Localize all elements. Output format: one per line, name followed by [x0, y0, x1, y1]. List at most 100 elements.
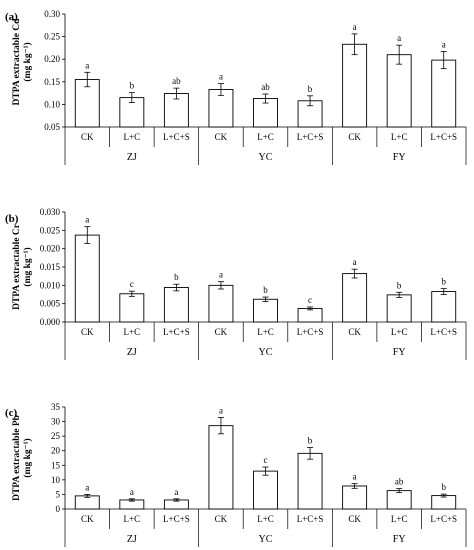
bar — [386, 54, 412, 128]
x-tick-label: L+C+S — [430, 132, 457, 142]
significance-letter: a — [174, 487, 178, 497]
significance-letter: b — [308, 84, 313, 94]
significance-letter: a — [353, 472, 357, 482]
significance-letter: b — [174, 272, 179, 282]
group-label: ZJ — [127, 152, 137, 163]
chart-panel-3: (c)DTPA extractable Pb (mg kg⁻¹) 0 5 10 15 20 2… — [5, 402, 467, 547]
x-tick-label: L+C+S — [430, 514, 457, 524]
bar — [253, 298, 278, 323]
bar — [386, 294, 412, 323]
significance-letter: b — [397, 280, 402, 290]
x-tick-label: CK — [215, 327, 228, 337]
y-axis-label: DTPA extractable Pb — [12, 415, 22, 501]
bar — [163, 287, 189, 323]
y-axis-label: DTPA extractable Cd — [12, 18, 22, 106]
panel-label: (c) — [5, 407, 18, 419]
significance-letter: a — [353, 22, 357, 32]
group-label: YC — [259, 152, 273, 163]
x-tick-label: L+C — [391, 514, 408, 524]
y-axis-title: DTPA extractable Pb (mg kg⁻¹) — [12, 415, 33, 501]
y-tick-label: 20 — [51, 446, 61, 456]
group-label: ZJ — [127, 534, 137, 545]
chart-panel-2: (b)DTPA extractable Cr (mg kg⁻¹) 0.000 0.00… — [5, 207, 467, 360]
y-axis-unit: (mg kg⁻¹) — [22, 42, 33, 81]
y-tick-label: 0.25 — [44, 32, 60, 42]
y-tick-label: 0.05 — [44, 122, 60, 132]
x-tick-label: L+C — [124, 327, 141, 337]
bar — [74, 495, 100, 510]
y-tick-label: 30 — [51, 417, 61, 427]
x-tick-label: CK — [348, 327, 361, 337]
x-tick-label: CK — [348, 514, 361, 524]
bar — [431, 59, 457, 128]
x-tick-label: L+C+S — [163, 327, 190, 337]
bar — [208, 425, 234, 510]
x-tick-label: L+C+S — [163, 132, 190, 142]
significance-letter: b — [263, 285, 268, 295]
x-tick-label: CK — [215, 514, 228, 524]
significance-letter: b — [308, 436, 313, 446]
panel-label: (a) — [5, 11, 18, 23]
bar — [119, 293, 145, 323]
significance-letter: b — [441, 277, 446, 287]
bar — [386, 490, 412, 510]
significance-letter: a — [130, 487, 134, 497]
group-label: FY — [393, 152, 406, 163]
x-tick-label: L+C+S — [297, 132, 324, 142]
y-axis-title: DTPA extractable Cd (mg kg⁻¹) — [12, 18, 33, 106]
y-tick-label: 0.10 — [44, 99, 60, 109]
y-axis-label: DTPA extractable Cr — [12, 223, 22, 310]
significance-letter: c — [264, 455, 268, 465]
bar — [253, 470, 278, 510]
y-tick-label: 0.030 — [40, 207, 61, 217]
x-tick-label: L+C — [124, 132, 141, 142]
significance-letter: a — [219, 270, 223, 280]
x-tick-label: L+C+S — [163, 514, 190, 524]
y-axis-unit: (mg kg⁻¹) — [22, 247, 33, 286]
x-tick-label: L+C — [391, 327, 408, 337]
significance-letter: a — [397, 33, 401, 43]
bar — [431, 291, 457, 323]
significance-letter: b — [130, 81, 135, 91]
significance-letter: ab — [395, 477, 404, 487]
y-tick-label: 0.015 — [40, 262, 61, 272]
bar — [208, 284, 234, 323]
significance-letter: a — [353, 257, 357, 267]
y-tick-label: 0.20 — [44, 54, 60, 64]
y-axis-title: DTPA extractable Cr (mg kg⁻¹) — [12, 223, 33, 310]
significance-letter: ab — [172, 76, 181, 86]
x-tick-label: L+C — [124, 514, 141, 524]
x-tick-label: L+C — [257, 327, 274, 337]
y-tick-label: 0.025 — [40, 225, 61, 235]
significance-letter: b — [441, 482, 446, 492]
significance-letter: a — [219, 405, 223, 415]
x-tick-label: L+C — [391, 132, 408, 142]
significance-letter: a — [219, 72, 223, 82]
y-tick-label: 0 — [56, 504, 61, 514]
y-tick-label: 0.15 — [44, 77, 60, 87]
group-label: FY — [393, 534, 406, 545]
chart-panel-1: (a)DTPA extractable Cd (mg kg⁻¹) 0.05 0.10 0… — [5, 9, 467, 165]
significance-letter: ab — [261, 82, 270, 92]
y-tick-label: 0.020 — [40, 244, 61, 254]
bar — [342, 43, 368, 128]
y-tick-label: 0.005 — [40, 299, 61, 309]
x-tick-label: CK — [81, 514, 94, 524]
panel-label: (b) — [5, 213, 19, 225]
bar — [74, 234, 100, 323]
x-tick-label: L+C+S — [297, 327, 324, 337]
x-tick-label: CK — [81, 327, 94, 337]
x-tick-label: L+C+S — [297, 514, 324, 524]
group-label: FY — [393, 347, 406, 358]
bar — [431, 495, 457, 510]
significance-letter: a — [85, 215, 89, 225]
y-tick-label: 0.000 — [40, 317, 61, 327]
group-label: YC — [259, 347, 273, 358]
x-tick-label: CK — [348, 132, 361, 142]
significance-letter: a — [85, 482, 89, 492]
y-tick-label: 35 — [51, 402, 61, 412]
significance-letter: a — [85, 60, 89, 70]
group-label: YC — [259, 534, 273, 545]
y-tick-label: 0.30 — [44, 9, 60, 19]
